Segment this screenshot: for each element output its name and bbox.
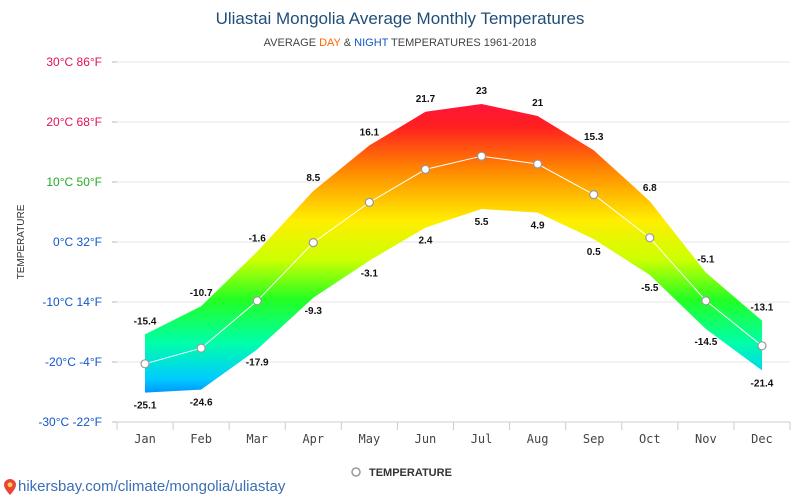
night-value-label: -9.3	[305, 306, 323, 317]
night-value-label: -25.1	[134, 401, 157, 412]
x-tick-label: Jan	[134, 432, 156, 446]
temperature-point[interactable]	[645, 233, 655, 243]
subtitle-part: DAY	[319, 37, 341, 49]
temperature-point[interactable]	[420, 164, 431, 174]
x-tick-label: Feb	[190, 432, 212, 446]
day-value-label: 8.5	[306, 173, 320, 184]
day-value-label: 21	[532, 98, 544, 109]
day-night-band	[145, 104, 762, 393]
temperature-band	[145, 104, 762, 393]
y-tick-label: 10°C 50°F	[46, 175, 102, 189]
footer-link[interactable]: hikersbay.com/climate/mongolia/uliastay	[4, 478, 285, 495]
night-value-label: 4.9	[531, 221, 545, 232]
x-tick-label: Aug	[527, 432, 549, 446]
legend[interactable]: TEMPERATURE	[351, 467, 452, 479]
night-value-label: 0.5	[587, 247, 601, 258]
x-tick-label: Dec	[751, 432, 773, 446]
y-tick-label: 0°C 32°F	[53, 235, 102, 249]
x-axis: Jan Feb Mar Apr May Jun Jul Aug Sep Oct Nov Dec	[116, 421, 791, 446]
y-tick-label: -30°C -22°F	[38, 415, 102, 429]
x-tick-label: Mar	[246, 432, 268, 446]
day-value-label: -5.1	[697, 255, 715, 266]
night-value-label: 5.5	[475, 217, 489, 228]
subtitle-part: &	[341, 37, 354, 49]
night-value-label: -21.4	[751, 378, 774, 389]
x-tick-label: May	[359, 432, 381, 446]
temperature-line	[144, 155, 763, 365]
day-value-label: -1.6	[249, 234, 267, 245]
temperature-point[interactable]	[589, 190, 599, 200]
night-value-label: -17.9	[246, 357, 269, 368]
y-tick-label: 30°C 86°F	[46, 55, 102, 69]
day-value-label: -10.7	[190, 288, 213, 299]
temperature-point[interactable]	[140, 359, 150, 369]
x-tick-label: Jul	[471, 432, 493, 446]
night-value-label: -14.5	[694, 337, 717, 348]
temperature-point[interactable]	[308, 238, 318, 248]
x-tick-label: Nov	[695, 432, 717, 446]
temperature-point[interactable]	[533, 159, 543, 169]
night-value-label: -24.6	[190, 398, 213, 409]
x-tick-label: Sep	[583, 432, 605, 446]
chart-subtitle: AVERAGE DAY & NIGHT TEMPERATURES 1961-20…	[264, 37, 537, 49]
day-value-label: 16.1	[360, 127, 380, 138]
x-tick-label: Oct	[639, 432, 661, 446]
day-value-label: 6.8	[643, 183, 657, 194]
chart-title: Uliastai Mongolia Average Monthly Temper…	[216, 9, 585, 28]
y-axis-label: TEMPERATURE	[16, 204, 27, 279]
y-tick-label: -10°C 14°F	[42, 295, 102, 309]
subtitle-part: AVERAGE	[264, 37, 319, 49]
day-value-label: 23	[476, 86, 488, 97]
temperature-point[interactable]	[757, 341, 767, 351]
night-value-label: 2.4	[419, 236, 433, 247]
y-tick-label: -20°C -4°F	[45, 355, 102, 369]
legend-marker	[351, 467, 361, 477]
subtitle-part: NIGHT	[354, 37, 389, 49]
footer-url: hikersbay.com/climate/mongolia/uliastay	[18, 478, 286, 495]
temperature-point[interactable]	[196, 343, 206, 353]
temperature-series	[140, 151, 767, 369]
temperature-point[interactable]	[364, 197, 374, 207]
x-tick-label: Apr	[302, 432, 324, 446]
y-axis: 30°C 86°F 20°C 68°F 10°C 50°F 0°C 32°F -10°C…	[38, 55, 117, 429]
subtitle-part: TEMPERATURES 1961-2018	[388, 37, 536, 49]
day-value-label: -13.1	[751, 303, 774, 314]
day-value-label: 15.3	[584, 132, 604, 143]
temperature-point[interactable]	[701, 296, 711, 306]
location-pin-icon	[4, 478, 16, 495]
night-value-label: -5.5	[641, 283, 659, 294]
legend-label: TEMPERATURE	[369, 467, 452, 479]
data-labels: -15.4 -10.7 -1.6 8.5 16.1 21.7 23 21 15.3 6.8 -5.1…	[134, 86, 774, 412]
x-tick-label: Jun	[415, 432, 437, 446]
temperature-point[interactable]	[252, 296, 262, 306]
y-tick-label: 20°C 68°F	[46, 115, 102, 129]
day-value-label: -15.4	[134, 316, 157, 327]
day-value-label: 21.7	[416, 94, 436, 105]
night-value-label: -3.1	[361, 269, 379, 280]
temperature-point[interactable]	[476, 151, 487, 161]
